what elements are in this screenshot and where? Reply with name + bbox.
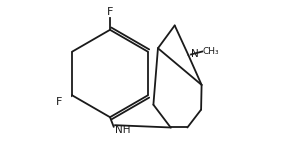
Text: F: F	[107, 7, 113, 17]
Text: NH: NH	[115, 125, 131, 135]
Text: N: N	[191, 49, 199, 59]
Text: CH₃: CH₃	[203, 47, 220, 56]
Text: F: F	[56, 97, 63, 107]
